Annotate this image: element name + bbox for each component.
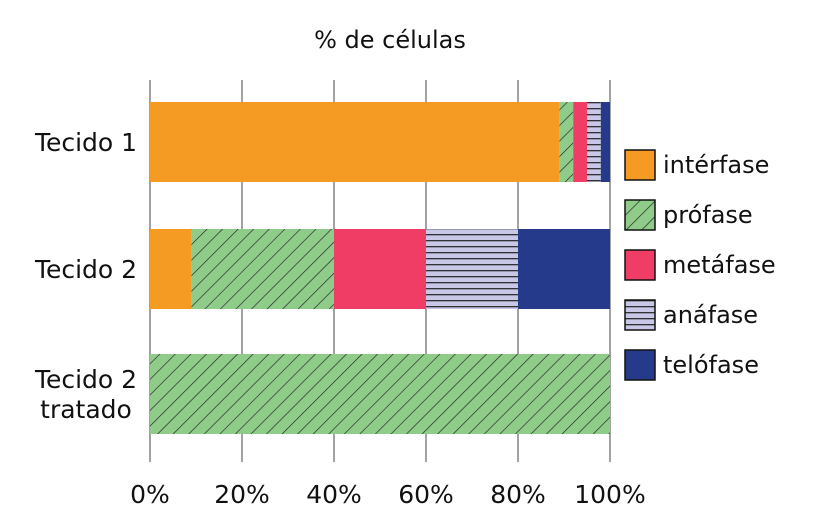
bar-segment-anáfase [426,229,518,309]
legend-label: telófase [663,351,759,379]
category-label: Tecido 1 [34,128,137,157]
bar-segment-metáfase [573,102,587,182]
x-tick-label: 100% [574,480,645,509]
bar-segment-prófase [191,229,334,309]
legend-swatch [624,299,656,331]
legend-label: anáfase [663,301,758,329]
legend-swatch [624,149,656,181]
bar-segment-intérfase [150,102,560,182]
x-tick-label: 60% [398,480,454,509]
labels-layer: 0% 20% 40% 60% 80% 100% Tecido 1 Tecido 2 Tecido… [34,128,646,509]
bar-segment-prófase [150,354,610,434]
category-label: Tecido 2 tratado [34,365,137,424]
legend-label: intérfase [663,151,769,179]
legend-swatch [624,199,656,231]
axis-layer: % de células [314,26,466,54]
legend-label: prófase [663,201,753,229]
legend-swatch [624,349,656,381]
bar-segment-intérfase [150,229,192,309]
bar-segment-metáfase [334,229,426,309]
bar-segment-anáfase [587,102,601,182]
x-tick-label: 20% [214,480,270,509]
bars-layer [150,102,610,434]
category-label: Tecido 2 [34,255,137,284]
bar-segment-prófase [559,102,574,182]
x-tick-label: 80% [490,480,546,509]
legend-swatch [624,249,656,281]
x-tick-label: 40% [306,480,362,509]
chart-title: % de células [314,26,466,54]
x-tick-label: 0% [130,480,170,509]
legend: intérfase prófase metáfase anáfase telófase [624,149,776,381]
bar-segment-telófase [600,102,610,182]
bar-segment-telófase [518,229,610,309]
legend-label: metáfase [663,251,776,279]
